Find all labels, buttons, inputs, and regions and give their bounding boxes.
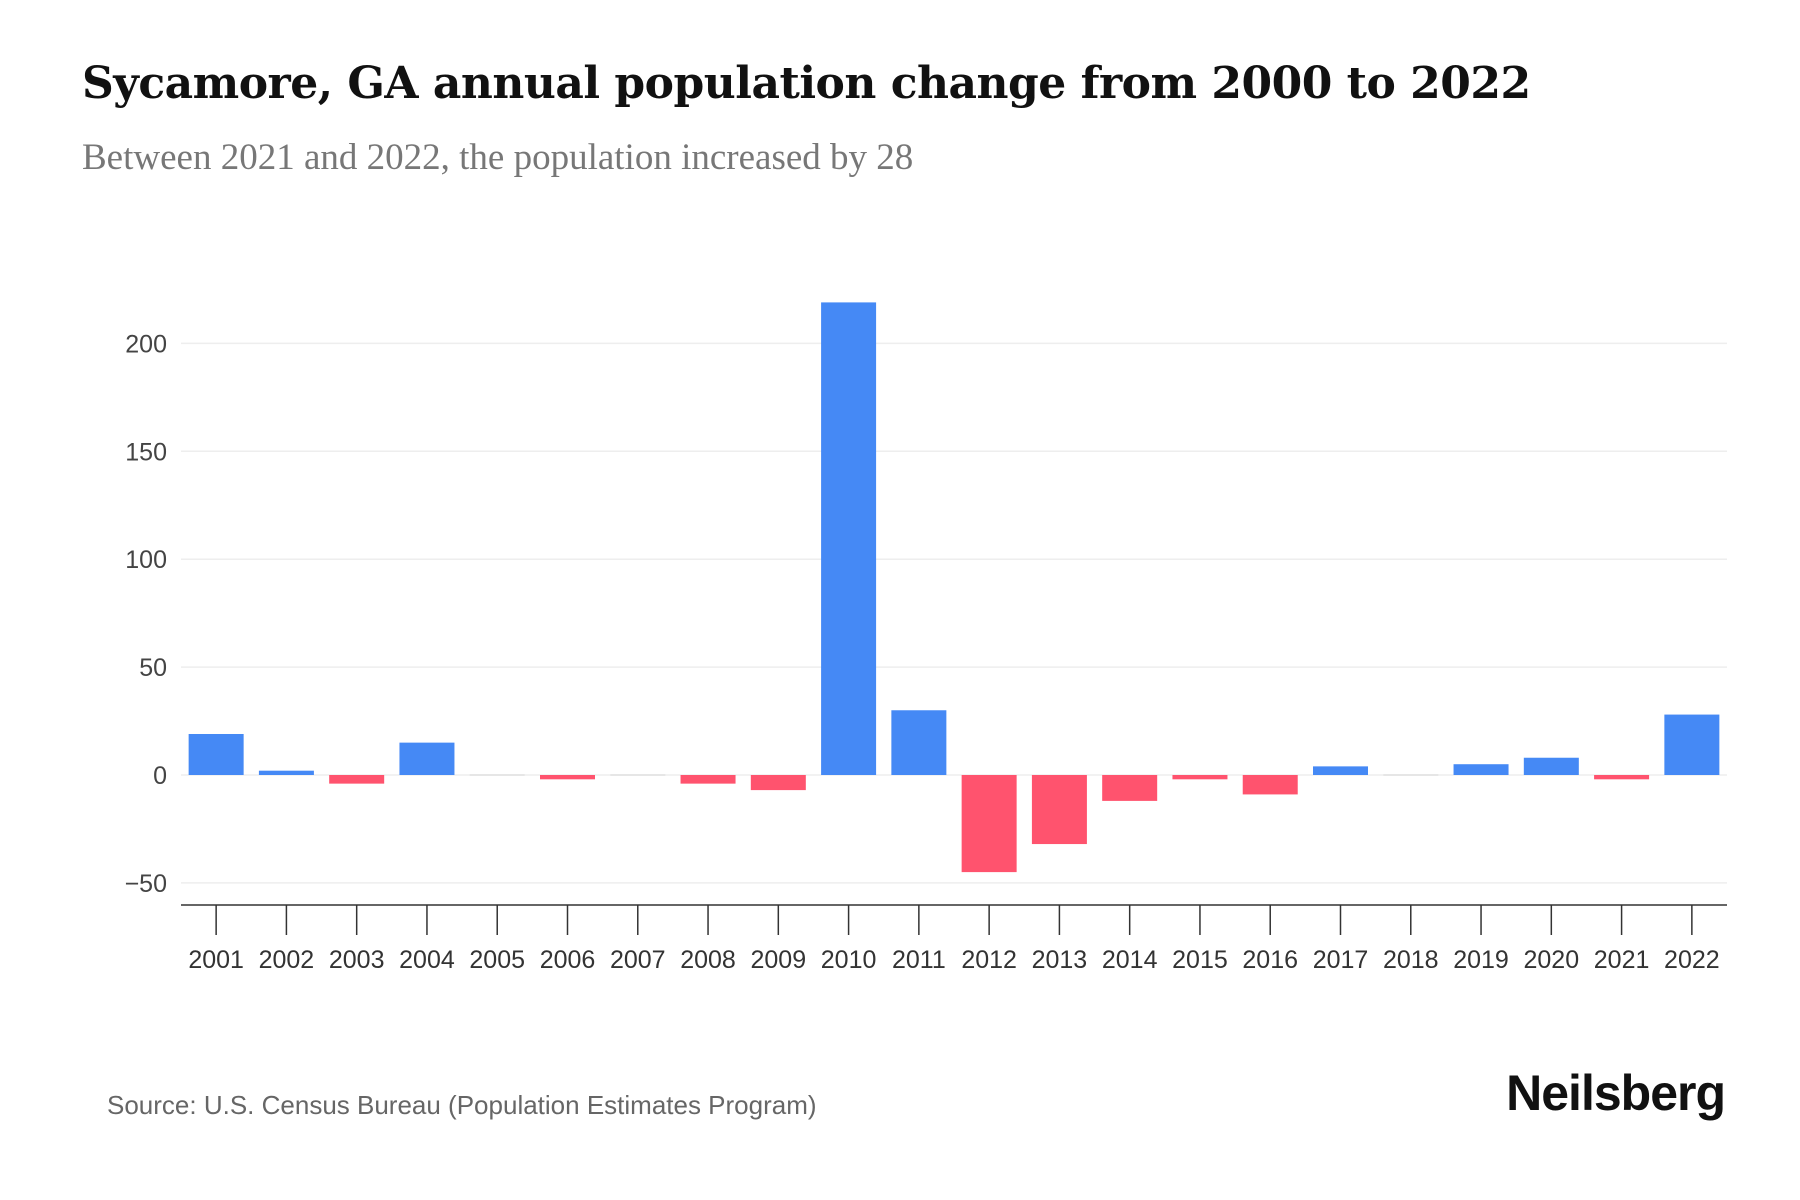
bar-2017 (1313, 766, 1368, 775)
x-tick-label: 2018 (1383, 946, 1439, 974)
x-tick-label: 2007 (610, 946, 666, 974)
bar-2006 (540, 775, 595, 780)
x-tick-label: 2012 (961, 946, 1017, 974)
x-tick-label: 2020 (1524, 946, 1580, 974)
bar-2022 (1664, 714, 1720, 775)
x-tick-label: 2009 (751, 946, 807, 974)
bar-2003 (329, 775, 385, 784)
x-tick-label: 2021 (1594, 946, 1650, 974)
bar-2016 (1242, 775, 1298, 795)
chart-subtitle: Between 2021 and 2022, the population in… (82, 137, 914, 178)
bar-2001 (188, 733, 244, 775)
bar-2014 (1102, 775, 1158, 801)
y-tick-label: 0 (153, 762, 167, 790)
x-tick-label: 2017 (1313, 946, 1369, 974)
x-tick-label: 2022 (1664, 946, 1720, 974)
bar-2012 (961, 775, 1017, 873)
x-tick-label: 2015 (1172, 946, 1228, 974)
neilsberg-logo: Neilsberg (1506, 1065, 1726, 1121)
bar-2004 (399, 742, 455, 775)
bar-2015 (1172, 775, 1228, 780)
y-tick-label: 150 (125, 438, 167, 466)
y-tick-label: 200 (125, 330, 167, 358)
x-tick-label: 2003 (329, 946, 385, 974)
x-tick-label: 2001 (188, 946, 244, 974)
x-tick-label: 2004 (399, 946, 455, 974)
bar-2008 (680, 775, 736, 784)
chart-title: Sycamore, GA annual population change fr… (82, 58, 1531, 109)
y-tick-label: 50 (139, 654, 167, 682)
source-note: Source: U.S. Census Bureau (Population E… (107, 1090, 817, 1120)
y-tick-label: 100 (125, 546, 167, 574)
bar-2002 (258, 770, 314, 775)
x-tick-label: 2013 (1032, 946, 1088, 974)
bar-2020 (1523, 757, 1579, 775)
y-tick-label: −50 (125, 870, 167, 898)
x-tick-label: 2014 (1102, 946, 1158, 974)
bar-2010 (821, 302, 877, 775)
x-tick-label: 2019 (1453, 946, 1509, 974)
x-tick-label: 2005 (469, 946, 525, 974)
bar-2019 (1453, 764, 1509, 775)
bar-2013 (1031, 775, 1087, 845)
x-tick-label: 2016 (1242, 946, 1298, 974)
x-tick-label: 2011 (892, 946, 946, 974)
bar-2009 (750, 775, 806, 791)
x-tick-label: 2006 (540, 946, 596, 974)
bar-2021 (1594, 775, 1650, 780)
x-tick-label: 2010 (821, 946, 877, 974)
bar-2011 (891, 710, 947, 775)
x-tick-label: 2002 (259, 946, 315, 974)
x-tick-label: 2008 (680, 946, 736, 974)
